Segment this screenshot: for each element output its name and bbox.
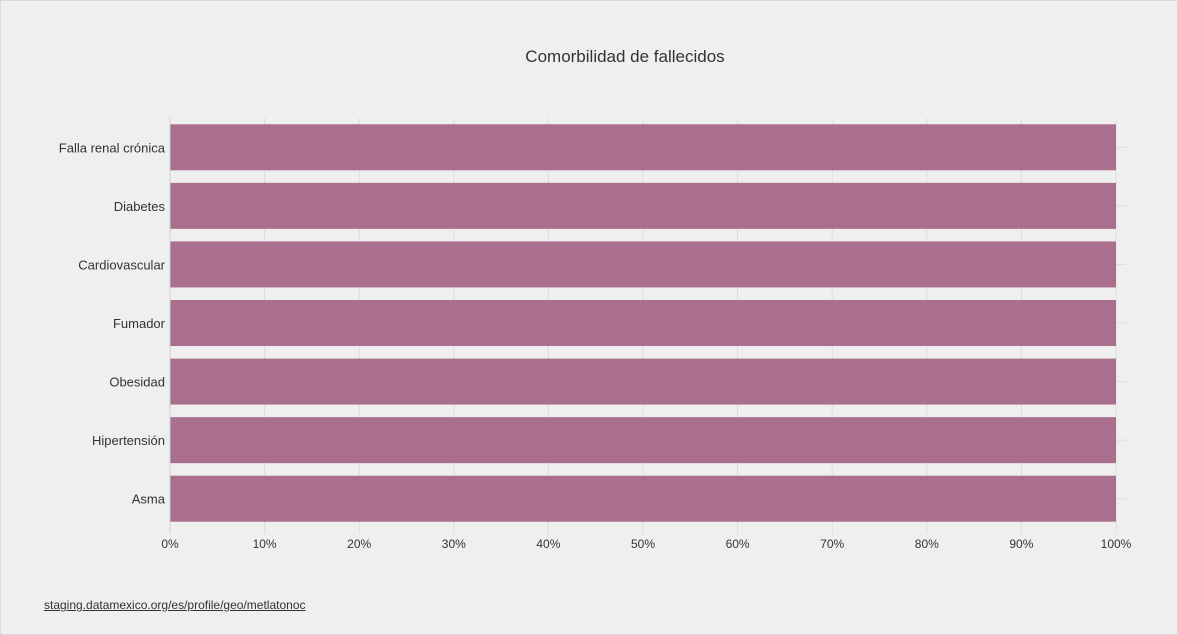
bar [170,182,1116,229]
bar [170,300,1116,346]
bar [170,124,1116,171]
x-tick-label: 10% [253,537,277,551]
y-tick-label: Obesidad [109,375,165,390]
x-tick-label: 80% [915,537,939,551]
y-tick-label: Cardiovascular [78,257,165,272]
y-tick-label: Hipertensión [92,433,165,448]
bar [170,475,1116,522]
y-tick-label: Diabetes [114,199,166,214]
x-tick-label: 0% [161,537,179,551]
x-tick-label: 90% [1009,537,1033,551]
y-tick-label: Falla renal crónica [59,140,166,155]
chart-title: Comorbilidad de fallecidos [525,47,725,66]
bar [170,358,1116,405]
bar [170,241,1116,288]
x-tick-label: 60% [726,537,750,551]
y-tick-label: Fumador [113,316,166,331]
x-tick-label: 50% [631,537,655,551]
x-tick-label: 30% [442,537,466,551]
source-link[interactable]: staging.datamexico.org/es/profile/geo/me… [44,598,306,612]
x-tick-label: 70% [820,537,844,551]
bar [170,417,1116,464]
x-tick-label: 40% [536,537,560,551]
x-tick-label: 20% [347,537,371,551]
y-tick-label: Asma [132,492,166,507]
x-tick-label: 100% [1101,537,1132,551]
